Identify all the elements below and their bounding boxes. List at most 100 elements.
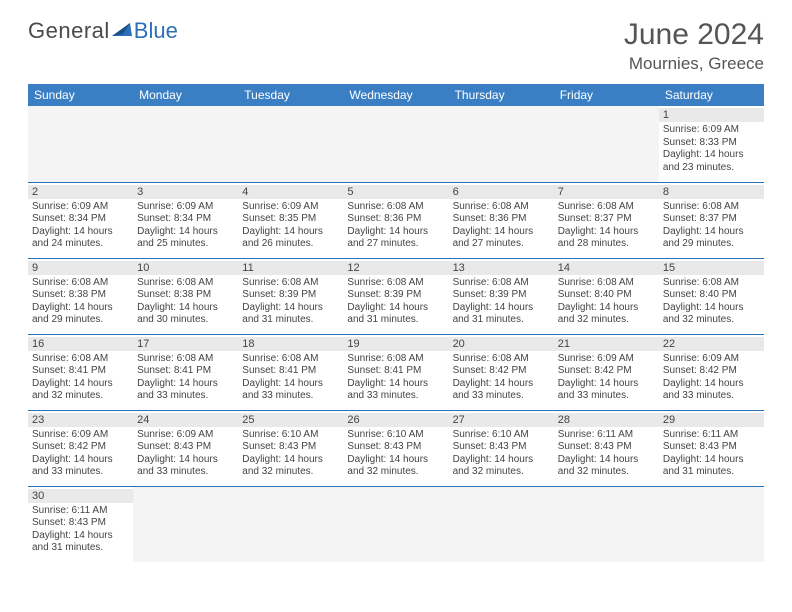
day-header: Wednesday [343, 84, 448, 106]
daylight-line: Daylight: 14 hours and 31 minutes. [347, 302, 444, 327]
sunrise-line: Sunrise: 6:08 AM [137, 277, 234, 290]
calendar-day: 10 Sunrise: 6:08 AMSunset: 8:38 PMDayligh… [133, 258, 238, 334]
logo-arrow-icon [112, 20, 134, 43]
sunrise-line: Sunrise: 6:08 AM [558, 277, 655, 290]
day-number: 4 [238, 185, 343, 199]
calendar-day: 28Sunrise: 6:11 AMSunset: 8:43 PMDayligh… [554, 410, 659, 486]
day-number: 11 [238, 261, 343, 275]
calendar-day: 15Sunrise: 6:08 AMSunset: 8:40 PMDayligh… [659, 258, 764, 334]
calendar-day: 2Sunrise: 6:09 AMSunset: 8:34 PMDaylight… [28, 182, 133, 258]
sunset-line: Sunset: 8:43 PM [347, 441, 444, 454]
day-number: 1 [659, 108, 764, 122]
daylight-line: Daylight: 14 hours and 32 minutes. [558, 454, 655, 479]
day-number: 13 [449, 261, 554, 275]
sunset-line: Sunset: 8:41 PM [347, 365, 444, 378]
calendar-day: 8Sunrise: 6:08 AMSunset: 8:37 PMDaylight… [659, 182, 764, 258]
calendar-week: 23Sunrise: 6:09 AMSunset: 8:42 PMDayligh… [28, 410, 764, 486]
sunset-line: Sunset: 8:42 PM [558, 365, 655, 378]
calendar-day: 11Sunrise: 6:08 AMSunset: 8:39 PMDayligh… [238, 258, 343, 334]
calendar-day-empty [133, 106, 238, 182]
daylight-line: Daylight: 14 hours and 26 minutes. [242, 226, 339, 251]
daylight-line: Daylight: 14 hours and 31 minutes. [663, 454, 760, 479]
calendar-day: 18Sunrise: 6:08 AMSunset: 8:41 PMDayligh… [238, 334, 343, 410]
daylight-line: Daylight: 14 hours and 31 minutes. [453, 302, 550, 327]
sunrise-line: Sunrise: 6:08 AM [558, 201, 655, 214]
day-number: 2 [28, 185, 133, 199]
calendar-week: 16Sunrise: 6:08 AMSunset: 8:41 PMDayligh… [28, 334, 764, 410]
day-number: 23 [28, 413, 133, 427]
sunset-line: Sunset: 8:39 PM [242, 289, 339, 302]
calendar-day: 22Sunrise: 6:09 AMSunset: 8:42 PMDayligh… [659, 334, 764, 410]
calendar-day: 1Sunrise: 6:09 AMSunset: 8:33 PMDaylight… [659, 106, 764, 182]
sunset-line: Sunset: 8:38 PM [137, 289, 234, 302]
day-number: 14 [554, 261, 659, 275]
calendar-day: 19Sunrise: 6:08 AMSunset: 8:41 PMDayligh… [343, 334, 448, 410]
daylight-line: Daylight: 14 hours and 31 minutes. [32, 530, 129, 555]
calendar-day: 30Sunrise: 6:11 AMSunset: 8:43 PMDayligh… [28, 486, 133, 562]
calendar-day: 13 Sunrise: 6:08 AMSunset: 8:39 PMDayligh… [449, 258, 554, 334]
sunset-line: Sunset: 8:43 PM [242, 441, 339, 454]
sunset-line: Sunset: 8:41 PM [242, 365, 339, 378]
calendar-day: 9Sunrise: 6:08 AMSunset: 8:38 PMDaylight… [28, 258, 133, 334]
day-number: 18 [238, 337, 343, 351]
daylight-line: Daylight: 14 hours and 27 minutes. [453, 226, 550, 251]
daylight-line: Daylight: 14 hours and 29 minutes. [32, 302, 129, 327]
calendar-day: 29Sunrise: 6:11 AMSunset: 8:43 PMDayligh… [659, 410, 764, 486]
daylight-line: Daylight: 14 hours and 32 minutes. [32, 378, 129, 403]
calendar-header-row: SundayMondayTuesdayWednesdayThursdayFrid… [28, 84, 764, 106]
sunset-line: Sunset: 8:41 PM [137, 365, 234, 378]
sunrise-line: Sunrise: 6:09 AM [558, 353, 655, 366]
daylight-line: Daylight: 14 hours and 29 minutes. [663, 226, 760, 251]
day-number: 10 [133, 261, 238, 275]
sunset-line: Sunset: 8:34 PM [137, 213, 234, 226]
calendar-week: 1Sunrise: 6:09 AMSunset: 8:33 PMDaylight… [28, 106, 764, 182]
sunset-line: Sunset: 8:36 PM [453, 213, 550, 226]
sunrise-line: Sunrise: 6:08 AM [347, 201, 444, 214]
day-number: 16 [28, 337, 133, 351]
calendar-day: 20Sunrise: 6:08 AMSunset: 8:42 PMDayligh… [449, 334, 554, 410]
calendar-day-empty [554, 106, 659, 182]
calendar-week: 30Sunrise: 6:11 AMSunset: 8:43 PMDayligh… [28, 486, 764, 562]
sunset-line: Sunset: 8:37 PM [558, 213, 655, 226]
sunrise-line: Sunrise: 6:09 AM [32, 429, 129, 442]
calendar-day: 23Sunrise: 6:09 AMSunset: 8:42 PMDayligh… [28, 410, 133, 486]
calendar-day: 27Sunrise: 6:10 AMSunset: 8:43 PMDayligh… [449, 410, 554, 486]
month-title: June 2024 [624, 18, 764, 52]
daylight-line: Daylight: 14 hours and 23 minutes. [663, 149, 760, 174]
day-number: 29 [659, 413, 764, 427]
header: General Blue June 2024 Mournies, Greece [0, 0, 792, 78]
sunset-line: Sunset: 8:39 PM [453, 289, 550, 302]
calendar-day: 14Sunrise: 6:08 AMSunset: 8:40 PMDayligh… [554, 258, 659, 334]
sunset-line: Sunset: 8:41 PM [32, 365, 129, 378]
day-number: 30 [28, 489, 133, 503]
sunset-line: Sunset: 8:38 PM [32, 289, 129, 302]
sunset-line: Sunset: 8:43 PM [558, 441, 655, 454]
daylight-line: Daylight: 14 hours and 30 minutes. [137, 302, 234, 327]
day-number: 22 [659, 337, 764, 351]
day-number: 26 [343, 413, 448, 427]
sunset-line: Sunset: 8:36 PM [347, 213, 444, 226]
day-header: Friday [554, 84, 659, 106]
sunset-line: Sunset: 8:43 PM [32, 517, 129, 530]
sunrise-line: Sunrise: 6:08 AM [242, 277, 339, 290]
sunrise-line: Sunrise: 6:08 AM [137, 353, 234, 366]
sunset-line: Sunset: 8:42 PM [453, 365, 550, 378]
sunrise-line: Sunrise: 6:10 AM [347, 429, 444, 442]
day-number: 27 [449, 413, 554, 427]
sunrise-line: Sunrise: 6:08 AM [32, 277, 129, 290]
sunrise-line: Sunrise: 6:08 AM [453, 277, 550, 290]
daylight-line: Daylight: 14 hours and 32 minutes. [453, 454, 550, 479]
daylight-line: Daylight: 14 hours and 28 minutes. [558, 226, 655, 251]
sunrise-line: Sunrise: 6:08 AM [32, 353, 129, 366]
day-number: 7 [554, 185, 659, 199]
calendar-week: 9Sunrise: 6:08 AMSunset: 8:38 PMDaylight… [28, 258, 764, 334]
daylight-line: Daylight: 14 hours and 25 minutes. [137, 226, 234, 251]
sunset-line: Sunset: 8:33 PM [663, 137, 760, 150]
sunrise-line: Sunrise: 6:09 AM [137, 201, 234, 214]
sunrise-line: Sunrise: 6:09 AM [242, 201, 339, 214]
sunset-line: Sunset: 8:39 PM [347, 289, 444, 302]
day-number: 5 [343, 185, 448, 199]
day-number: 24 [133, 413, 238, 427]
calendar-day: 5Sunrise: 6:08 AMSunset: 8:36 PMDaylight… [343, 182, 448, 258]
location: Mournies, Greece [624, 54, 764, 74]
